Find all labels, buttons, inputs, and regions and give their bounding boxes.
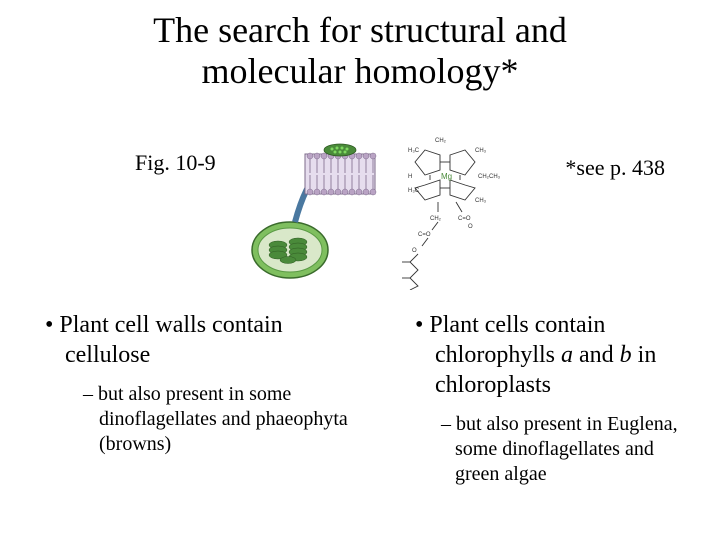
right-main-b: b bbox=[620, 342, 632, 368]
svg-text:H: H bbox=[408, 174, 412, 180]
title-line-1: The search for structural and bbox=[153, 10, 567, 50]
svg-text:H₃C: H₃C bbox=[408, 188, 420, 194]
svg-text:CH₂: CH₂ bbox=[435, 138, 447, 144]
right-main-mid: and bbox=[573, 342, 620, 368]
membrane-icon bbox=[305, 144, 376, 195]
figure-label: Fig. 10-9 bbox=[135, 150, 216, 176]
left-bullet-main: Plant cell walls contain cellulose bbox=[45, 310, 365, 370]
svg-text:CH₂: CH₂ bbox=[430, 216, 442, 222]
svg-text:H₃C: H₃C bbox=[408, 148, 420, 154]
chlorophyll-molecule-icon: Mg H₃C H H₃C CH₃ CH₂CH₃ CH₃ CH₂ CH₂ C=O … bbox=[402, 138, 501, 290]
left-bullet-main-text: Plant cell walls contain cellulose bbox=[59, 312, 282, 368]
right-bullet-main: Plant cells contain chlorophylls a and b… bbox=[415, 310, 700, 400]
svg-text:O: O bbox=[468, 224, 473, 230]
figure-diagram: Mg H₃C H H₃C CH₃ CH₂CH₃ CH₃ CH₂ CH₂ C=O … bbox=[250, 130, 510, 290]
diagram-svg: Mg H₃C H H₃C CH₃ CH₂CH₃ CH₃ CH₂ CH₂ C=O … bbox=[250, 130, 510, 290]
svg-text:CH₂CH₃: CH₂CH₃ bbox=[478, 174, 501, 180]
svg-text:C=O: C=O bbox=[458, 216, 471, 222]
right-bullet-sub-text: but also present in Euglena, some dinofl… bbox=[455, 413, 678, 485]
right-main-a: a bbox=[561, 342, 573, 368]
left-bullet-sub: but also present in some dinoflagellates… bbox=[45, 382, 365, 457]
svg-text:CH₃: CH₃ bbox=[475, 198, 487, 204]
page-title: The search for structural and molecular … bbox=[0, 0, 720, 93]
svg-text:C=O: C=O bbox=[418, 232, 431, 238]
left-bullet-sub-text: but also present in some dinoflagellates… bbox=[98, 383, 348, 455]
left-column: Plant cell walls contain cellulose but a… bbox=[45, 310, 365, 457]
see-note: *see p. 438 bbox=[565, 155, 665, 181]
right-bullet-sub: but also present in Euglena, some dinofl… bbox=[415, 412, 700, 487]
svg-text:Mg: Mg bbox=[441, 172, 452, 181]
chloroplast-icon bbox=[252, 222, 328, 278]
svg-text:O: O bbox=[412, 248, 417, 254]
svg-text:CH₃: CH₃ bbox=[475, 148, 487, 154]
title-line-2: molecular homology* bbox=[202, 51, 519, 91]
right-column: Plant cells contain chlorophylls a and b… bbox=[415, 310, 700, 487]
